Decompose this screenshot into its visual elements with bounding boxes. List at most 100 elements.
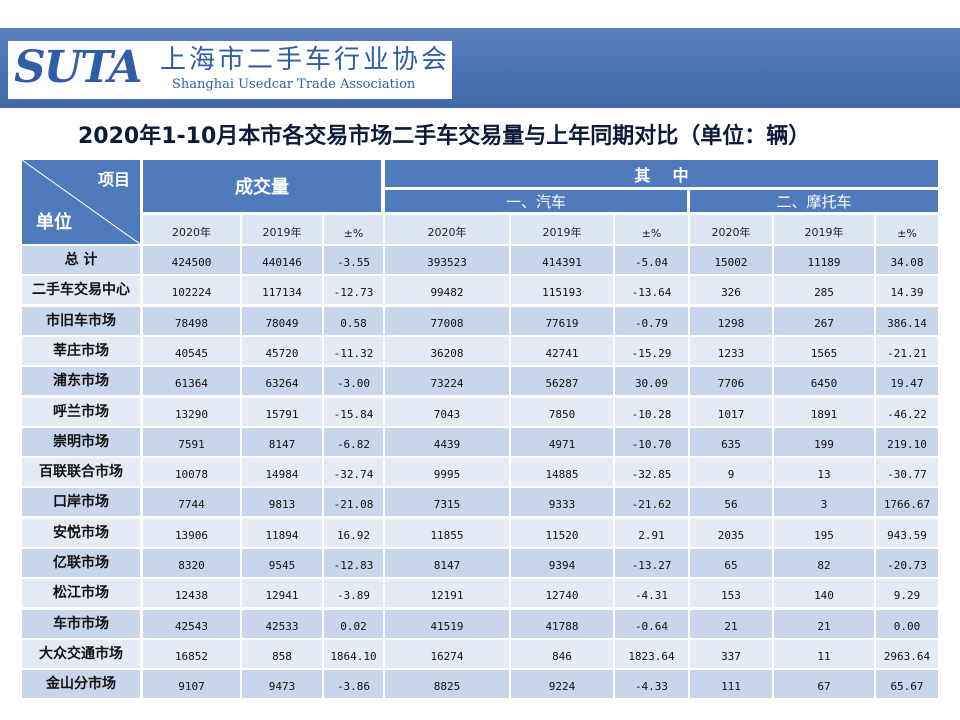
table-cell: 115193 xyxy=(511,276,613,304)
table-cell: 153 xyxy=(690,579,772,607)
table-cell: 440146 xyxy=(242,246,322,274)
table-cell: -3.86 xyxy=(324,670,383,698)
table-cell: 0.00 xyxy=(876,610,938,638)
table-cell: 219.10 xyxy=(876,428,938,456)
table-cell: -4.33 xyxy=(615,670,688,698)
table-cell: -4.31 xyxy=(615,579,688,607)
table-cell: -3.00 xyxy=(324,367,383,395)
table-cell: 1017 xyxy=(690,398,772,426)
table-cell: 9 xyxy=(690,458,772,486)
table-cell: 63264 xyxy=(242,367,322,395)
table-cell: 7315 xyxy=(385,488,509,516)
table-cell: 393523 xyxy=(385,246,509,274)
table-cell: 9333 xyxy=(511,488,613,516)
table-cell: -21.08 xyxy=(324,488,383,516)
table-cell: 9545 xyxy=(242,549,322,577)
table-cell: 1823.64 xyxy=(615,640,688,668)
table-cell: -0.79 xyxy=(615,307,688,335)
column-label: 2019年 xyxy=(511,215,613,244)
table-cell: -15.84 xyxy=(324,398,383,426)
table-cell: 36208 xyxy=(385,337,509,365)
row-name: 安悦市场 xyxy=(22,519,140,547)
table-cell: 117134 xyxy=(242,276,322,304)
table-cell: 65 xyxy=(690,549,772,577)
table-cell: 267 xyxy=(774,307,874,335)
table-cell: 82 xyxy=(774,549,874,577)
table-cell: 2.91 xyxy=(615,519,688,547)
table-cell: 1298 xyxy=(690,307,772,335)
table-cell: 8825 xyxy=(385,670,509,698)
table-cell: 337 xyxy=(690,640,772,668)
table-cell: 4971 xyxy=(511,428,613,456)
table-cell: 11855 xyxy=(385,519,509,547)
row-name: 总 计 xyxy=(22,246,140,274)
table-cell: 7591 xyxy=(143,428,240,456)
table-cell: 9995 xyxy=(385,458,509,486)
table-cell: -11.32 xyxy=(324,337,383,365)
table-cell: 10078 xyxy=(143,458,240,486)
table-cell: 111 xyxy=(690,670,772,698)
table-cell: 40545 xyxy=(143,337,240,365)
table-cell: 0.58 xyxy=(324,307,383,335)
table-cell: 7706 xyxy=(690,367,772,395)
table-cell: 12438 xyxy=(143,579,240,607)
row-name: 金山分市场 xyxy=(22,670,140,698)
table-cell: 78049 xyxy=(242,307,322,335)
table-cell: 42533 xyxy=(242,610,322,638)
table-cell: 99482 xyxy=(385,276,509,304)
table-cell: 77008 xyxy=(385,307,509,335)
column-label: 2019年 xyxy=(774,215,874,244)
table-cell: 21 xyxy=(690,610,772,638)
table-cell: 77619 xyxy=(511,307,613,335)
table-cell: 1565 xyxy=(774,337,874,365)
table-cell: 140 xyxy=(774,579,874,607)
table-cell: -10.70 xyxy=(615,428,688,456)
table-cell: 13 xyxy=(774,458,874,486)
table-cell: -32.85 xyxy=(615,458,688,486)
table-cell: -13.64 xyxy=(615,276,688,304)
table-cell: 73224 xyxy=(385,367,509,395)
row-name: 口岸市场 xyxy=(22,488,140,516)
table-cell: 943.59 xyxy=(876,519,938,547)
table-cell: 9813 xyxy=(242,488,322,516)
table-cell: 15002 xyxy=(690,246,772,274)
moto-header: 二、摩托车 xyxy=(690,190,938,212)
table-cell: 2963.64 xyxy=(876,640,938,668)
table-cell: -3.89 xyxy=(324,579,383,607)
table-cell: 12941 xyxy=(242,579,322,607)
logo-area xyxy=(8,41,452,99)
table-cell: -5.04 xyxy=(615,246,688,274)
table-cell: 11189 xyxy=(774,246,874,274)
table-cell: 19.47 xyxy=(876,367,938,395)
corner-header: 项目 单位 xyxy=(22,160,140,244)
row-name: 崇明市场 xyxy=(22,428,140,456)
table-cell: -30.77 xyxy=(876,458,938,486)
table-cell: 14.39 xyxy=(876,276,938,304)
table-cell: 9473 xyxy=(242,670,322,698)
corner-item-label: 项目 xyxy=(97,170,130,189)
table-cell: -10.28 xyxy=(615,398,688,426)
logo-suta: SUTA xyxy=(14,42,143,93)
table-cell: 7850 xyxy=(511,398,613,426)
table-cell: 12740 xyxy=(511,579,613,607)
table-cell: 424500 xyxy=(143,246,240,274)
table-cell: 13906 xyxy=(143,519,240,547)
table-cell: -3.55 xyxy=(324,246,383,274)
table-cell: 21 xyxy=(774,610,874,638)
table-cell: 45720 xyxy=(242,337,322,365)
table-cell: 42741 xyxy=(511,337,613,365)
table-cell: 41788 xyxy=(511,610,613,638)
table-cell: 56 xyxy=(690,488,772,516)
table-cell: 1233 xyxy=(690,337,772,365)
table-cell: 195 xyxy=(774,519,874,547)
table-cell: 9394 xyxy=(511,549,613,577)
column-label: 2020年 xyxy=(143,215,240,244)
table-cell: 9224 xyxy=(511,670,613,698)
table-cell: 65.67 xyxy=(876,670,938,698)
table-cell: -6.82 xyxy=(324,428,383,456)
table-cell: 61364 xyxy=(143,367,240,395)
table-cell: 16.92 xyxy=(324,519,383,547)
column-label: ±% xyxy=(876,215,938,244)
table-cell: 326 xyxy=(690,276,772,304)
org-name-cn: 上海市二手车行业协会 xyxy=(160,45,451,75)
